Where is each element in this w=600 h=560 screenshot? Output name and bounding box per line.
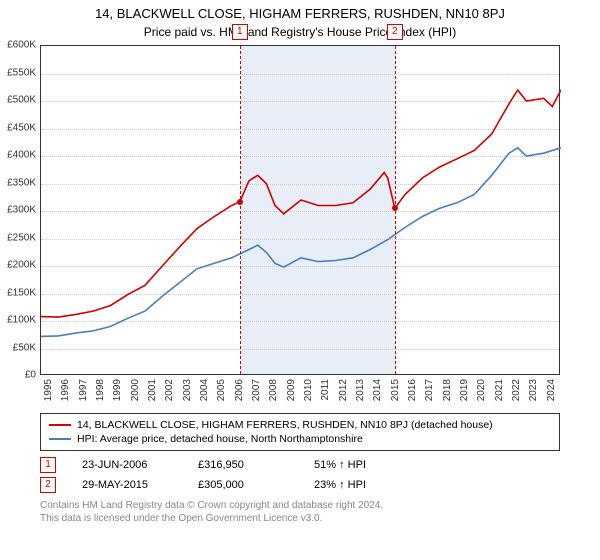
event-badge-2: 2 xyxy=(40,477,56,493)
x-tick-label: 2003 xyxy=(182,379,193,401)
event-price-1: £316,950 xyxy=(198,459,288,471)
x-tick-label: 1995 xyxy=(43,379,54,401)
legend-item-property: 14, BLACKWELL CLOSE, HIGHAM FERRERS, RUS… xyxy=(49,418,551,432)
x-axis: 1995 1996 1997 1998 1999 2000 2001 2002 2003 2004… xyxy=(40,377,560,407)
footer-line-2: This data is licensed under the Open Gov… xyxy=(40,512,560,525)
y-tick-label: £150K xyxy=(7,287,36,298)
y-tick-label: £0 xyxy=(25,370,36,381)
line-svg xyxy=(41,46,561,376)
legend: 14, BLACKWELL CLOSE, HIGHAM FERRERS, RUS… xyxy=(40,413,560,451)
x-tick-label: 2014 xyxy=(372,379,383,401)
event-line-1 xyxy=(240,46,241,374)
events-table: 1 23-JUN-2006 £316,950 51% ↑ HPI 2 29-MA… xyxy=(40,455,560,495)
x-tick-label: 2007 xyxy=(251,379,262,401)
event-badge-1: 1 xyxy=(40,457,56,473)
x-tick-label: 2013 xyxy=(355,379,366,401)
chart-title: 14, BLACKWELL CLOSE, HIGHAM FERRERS, RUS… xyxy=(0,0,600,21)
legend-label-hpi: HPI: Average price, detached house, Nort… xyxy=(77,433,363,445)
x-tick-label: 2006 xyxy=(234,379,245,401)
series-property xyxy=(41,90,561,317)
x-tick-label: 2024 xyxy=(546,379,557,401)
event-box-1: 1 xyxy=(232,24,248,40)
y-tick-label: £600K xyxy=(7,40,36,51)
x-tick-label: 2000 xyxy=(130,379,141,401)
event-row-2: 2 29-MAY-2015 £305,000 23% ↑ HPI xyxy=(40,475,560,495)
y-tick-label: £350K xyxy=(7,177,36,188)
x-tick-label: 2017 xyxy=(424,379,435,401)
footer-line-1: Contains HM Land Registry data © Crown c… xyxy=(40,499,560,512)
chart-subtitle: Price paid vs. HM Land Registry's House … xyxy=(0,21,600,45)
x-tick-label: 1999 xyxy=(112,379,123,401)
event-marker-2 xyxy=(392,205,398,211)
x-tick-label: 2001 xyxy=(147,379,158,401)
y-axis: £0£50K£100K£150K£200K£250K£300K£350K£400… xyxy=(0,45,38,375)
x-tick-label: 2002 xyxy=(164,379,175,401)
chart-area: £0£50K£100K£150K£200K£250K£300K£350K£400… xyxy=(40,45,600,405)
x-tick-label: 2018 xyxy=(442,379,453,401)
x-tick-label: 1997 xyxy=(78,379,89,401)
legend-swatch-property xyxy=(49,424,71,426)
x-tick-label: 2004 xyxy=(199,379,210,401)
x-tick-label: 2020 xyxy=(476,379,487,401)
legend-label-property: 14, BLACKWELL CLOSE, HIGHAM FERRERS, RUS… xyxy=(77,419,493,431)
y-tick-label: £550K xyxy=(7,67,36,78)
event-price-2: £305,000 xyxy=(198,479,288,491)
x-tick-label: 2008 xyxy=(268,379,279,401)
event-date-1: 23-JUN-2006 xyxy=(82,459,172,471)
event-marker-1 xyxy=(237,199,243,205)
x-tick-label: 2022 xyxy=(511,379,522,401)
y-tick-label: £250K xyxy=(7,232,36,243)
y-tick-label: £50K xyxy=(13,342,36,353)
x-tick-label: 2005 xyxy=(216,379,227,401)
x-tick-label: 1996 xyxy=(60,379,71,401)
footer: Contains HM Land Registry data © Crown c… xyxy=(40,499,560,525)
y-tick-label: £300K xyxy=(7,205,36,216)
series-hpi xyxy=(41,148,561,337)
legend-swatch-hpi xyxy=(49,438,71,440)
plot-area: 12 xyxy=(40,45,560,375)
y-tick-label: £200K xyxy=(7,260,36,271)
y-tick-label: £500K xyxy=(7,95,36,106)
x-tick-label: 2016 xyxy=(407,379,418,401)
x-tick-label: 2015 xyxy=(390,379,401,401)
y-tick-label: £100K xyxy=(7,315,36,326)
event-row-1: 1 23-JUN-2006 £316,950 51% ↑ HPI xyxy=(40,455,560,475)
x-tick-label: 2021 xyxy=(494,379,505,401)
y-tick-label: £450K xyxy=(7,122,36,133)
x-tick-label: 2011 xyxy=(320,379,331,401)
x-tick-label: 2012 xyxy=(338,379,349,401)
legend-item-hpi: HPI: Average price, detached house, Nort… xyxy=(49,432,551,446)
x-tick-label: 1998 xyxy=(95,379,106,401)
x-tick-label: 2023 xyxy=(528,379,539,401)
x-tick-label: 2019 xyxy=(459,379,470,401)
event-date-2: 29-MAY-2015 xyxy=(82,479,172,491)
x-tick-label: 2009 xyxy=(286,379,297,401)
event-box-2: 2 xyxy=(387,24,403,40)
event-pct-2: 23% ↑ HPI xyxy=(314,479,404,491)
x-tick-label: 2010 xyxy=(303,379,314,401)
y-tick-label: £400K xyxy=(7,150,36,161)
event-pct-1: 51% ↑ HPI xyxy=(314,459,404,471)
